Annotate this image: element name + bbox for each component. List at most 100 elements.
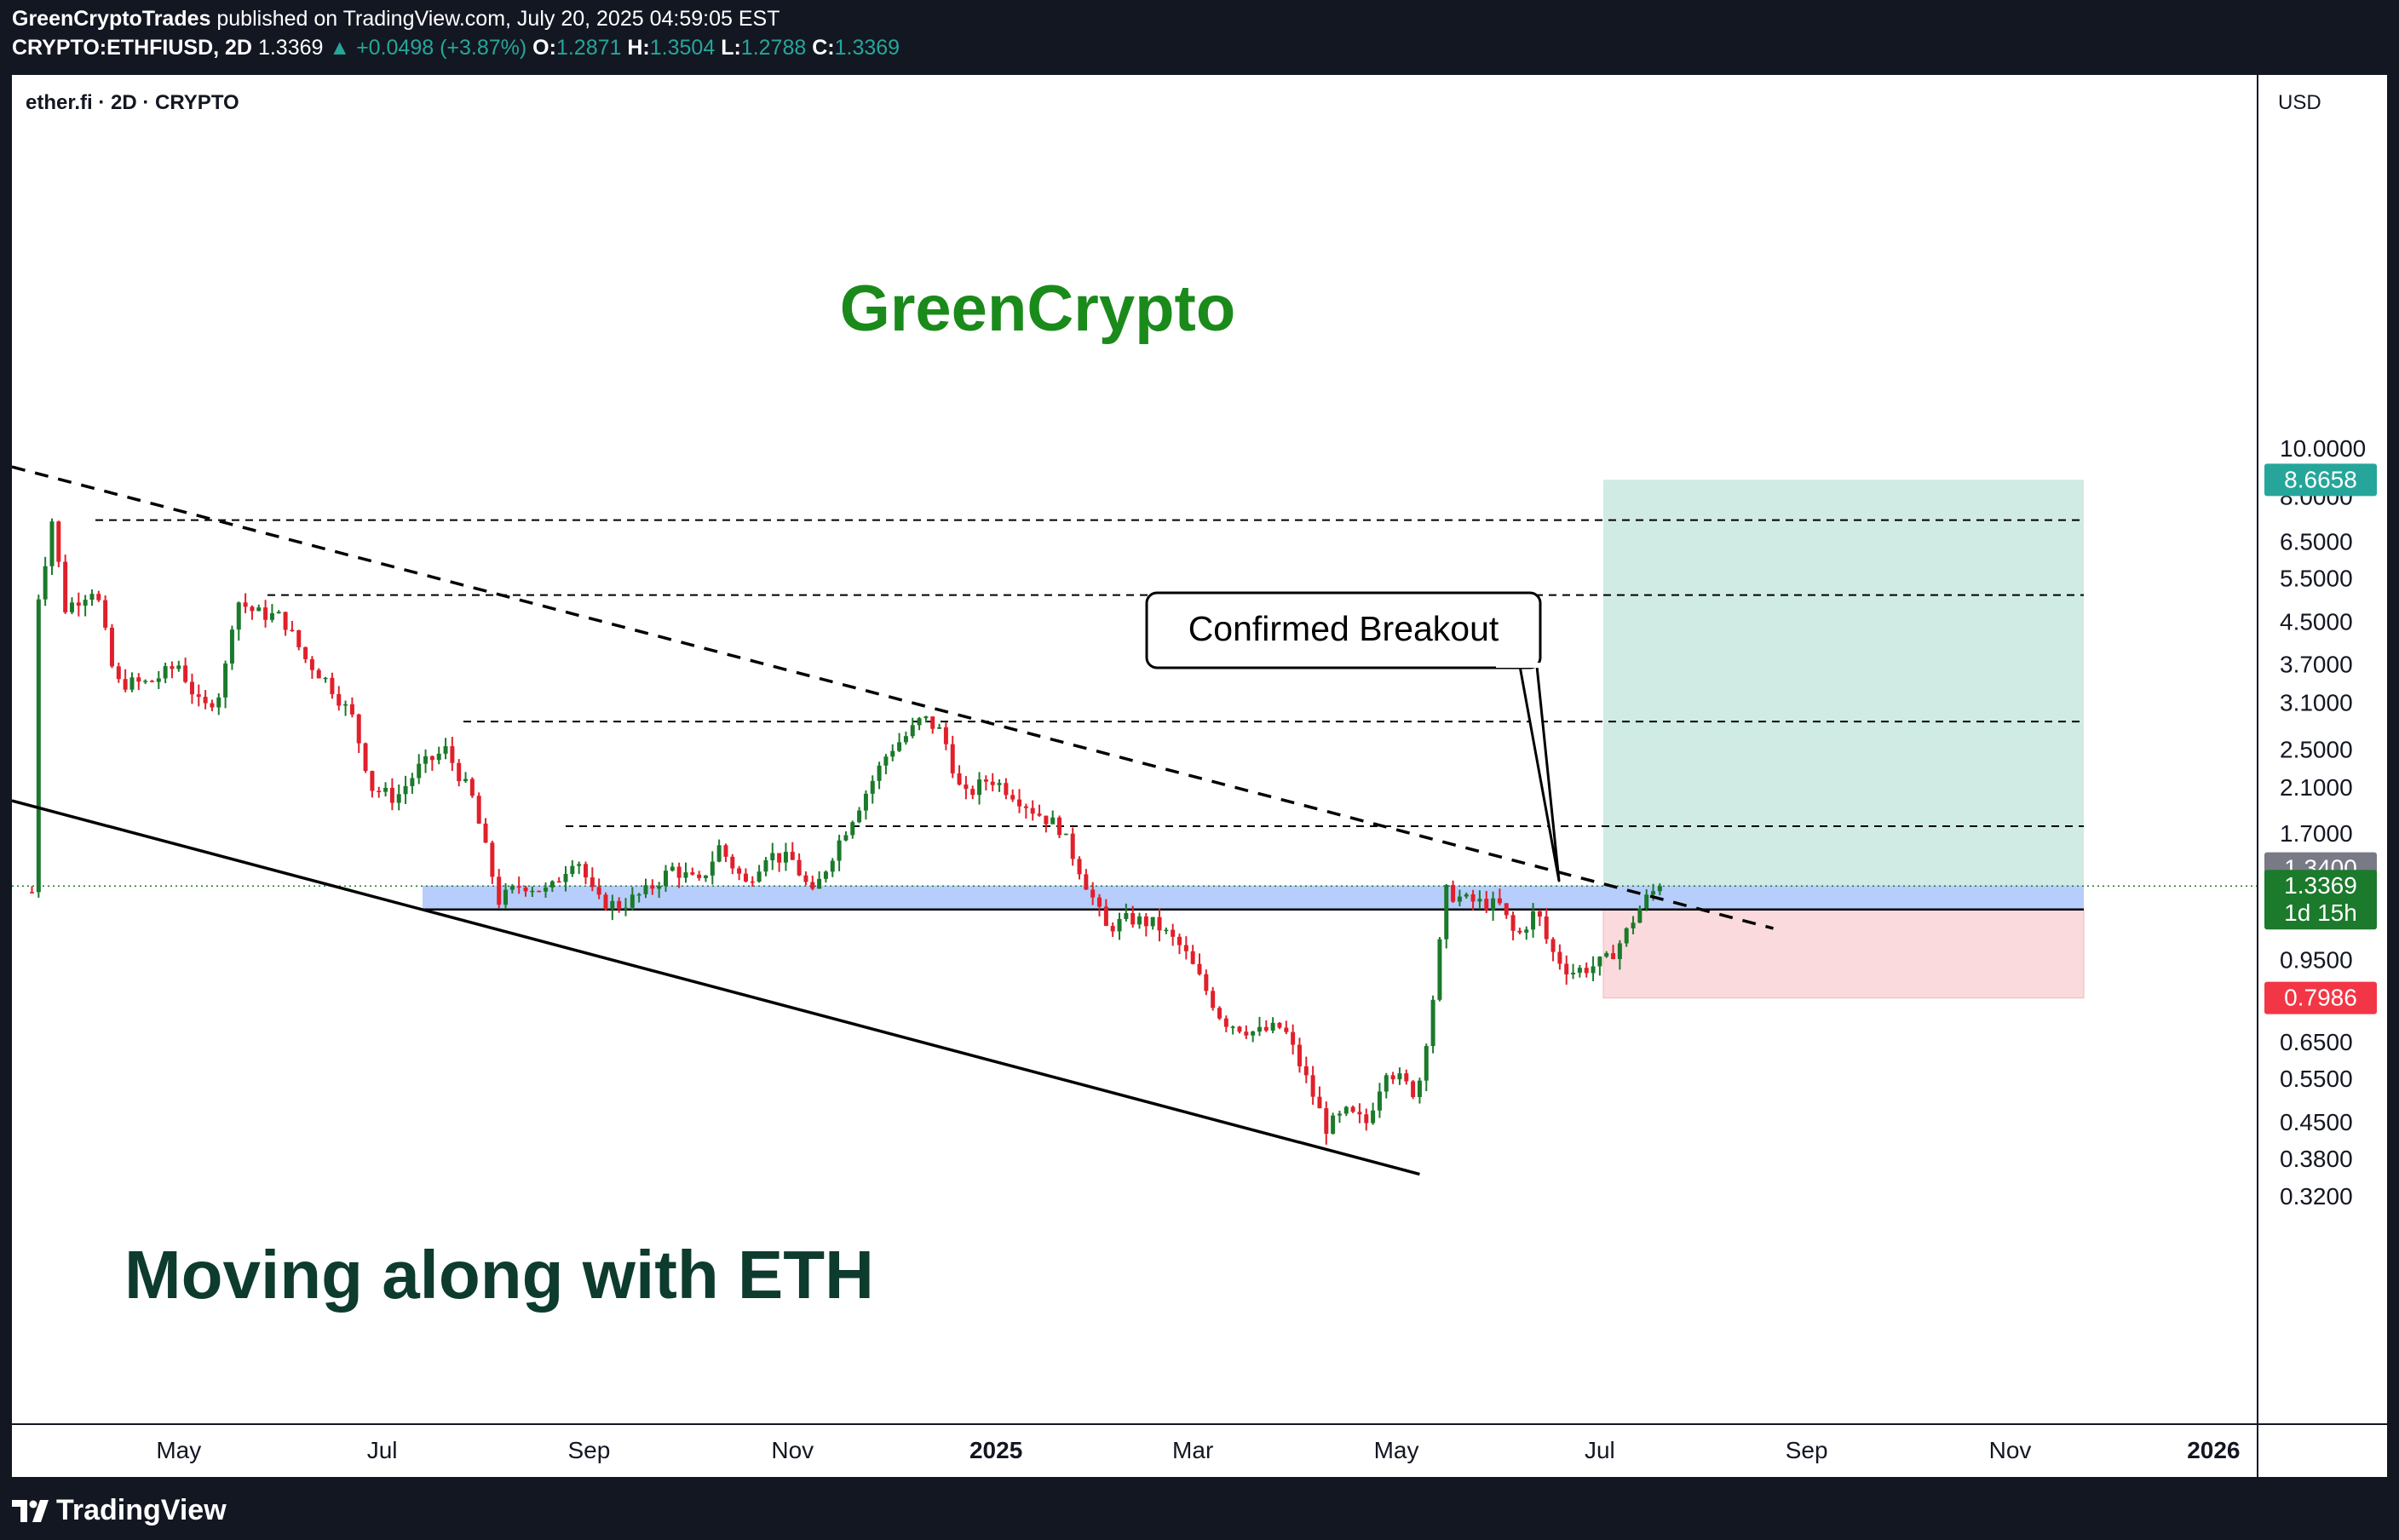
- candle: [743, 873, 748, 882]
- candle: [910, 725, 915, 737]
- candle: [469, 779, 475, 796]
- candle: [1437, 939, 1442, 1000]
- price-chart[interactable]: GreenCrypto Moving along with ETH Confir…: [11, 75, 2387, 1477]
- candle: [29, 892, 34, 894]
- candle: [196, 694, 201, 698]
- candle: [1637, 908, 1642, 923]
- candle: [1117, 918, 1122, 932]
- publisher-name[interactable]: GreenCryptoTrades: [12, 7, 211, 31]
- candle: [236, 602, 241, 630]
- candle: [109, 627, 114, 667]
- candle: [316, 669, 321, 679]
- candle: [650, 885, 655, 889]
- candle: [1030, 807, 1035, 814]
- candle: [1364, 1114, 1369, 1123]
- candle: [1270, 1022, 1275, 1031]
- candle: [330, 677, 335, 694]
- currency-label: USD: [2278, 91, 2321, 114]
- price-tick-label: 3.7000: [2280, 651, 2353, 677]
- candle: [1617, 943, 1622, 959]
- candle: [457, 762, 462, 782]
- candle: [636, 894, 641, 896]
- candle: [377, 790, 382, 793]
- candle: [89, 594, 95, 600]
- price-tick-label: 2.5000: [2280, 737, 2353, 763]
- candle: [1230, 1026, 1235, 1028]
- tradingview-logo[interactable]: TradingView: [12, 1494, 227, 1527]
- candle: [1430, 999, 1435, 1047]
- candle: [1611, 953, 1616, 959]
- candle: [1057, 817, 1062, 836]
- candle: [770, 853, 775, 860]
- time-scale[interactable]: May Jul Sep Nov 2025 Mar May Jul Sep Nov 2026: [156, 1437, 2240, 1463]
- candle: [497, 876, 502, 905]
- candle: [1237, 1026, 1242, 1032]
- breakout-callout: Confirmed Breakout: [1145, 591, 1561, 882]
- candle: [903, 736, 908, 743]
- candle: [1357, 1112, 1362, 1115]
- candle: [676, 866, 682, 878]
- candle: [1077, 859, 1082, 875]
- candle: [216, 697, 221, 708]
- candle: [730, 856, 735, 869]
- candle: [957, 773, 962, 785]
- symbol-label[interactable]: CRYPTO:ETHFIUSD, 2D: [12, 36, 252, 60]
- close-label: C:: [812, 36, 835, 60]
- candle: [1017, 799, 1022, 807]
- candle: [570, 865, 575, 875]
- candle: [43, 566, 48, 600]
- candle: [1504, 903, 1509, 916]
- legend-title: ether.fi · 2D · CRYPTO: [26, 91, 239, 114]
- candle: [149, 681, 154, 682]
- candle: [1251, 1031, 1256, 1036]
- candle: [697, 874, 702, 878]
- candle: [256, 607, 262, 612]
- candle: [136, 677, 141, 682]
- candle: [1591, 966, 1596, 974]
- candle: [737, 868, 742, 874]
- candle: [1384, 1075, 1389, 1092]
- price-tick-label: 10.0000: [2280, 435, 2366, 462]
- candle: [544, 887, 549, 892]
- candle: [1050, 817, 1056, 825]
- candle: [103, 600, 108, 628]
- price-tick-label: 0.4500: [2280, 1109, 2353, 1135]
- candle: [1004, 783, 1009, 796]
- candle: [1110, 926, 1115, 932]
- candle: [429, 756, 434, 761]
- time-tick-label: May: [156, 1437, 201, 1463]
- close-value: 1.3369: [834, 36, 900, 60]
- candle: [1337, 1113, 1342, 1116]
- candle: [396, 794, 401, 803]
- candle: [1217, 1008, 1222, 1019]
- price-scale[interactable]: USD 10.00008.00006.50005.50004.50003.700…: [2278, 91, 2366, 1210]
- candle: [877, 765, 882, 781]
- candle: [1531, 911, 1536, 930]
- chart-area[interactable]: GreenCrypto Moving along with ETH Confir…: [11, 75, 2387, 1477]
- time-tick-label: May: [1374, 1437, 1419, 1463]
- candle: [1584, 968, 1589, 974]
- candle: [250, 606, 255, 612]
- tradingview-logo-icon: [12, 1499, 49, 1522]
- candle: [1063, 833, 1068, 836]
- time-tick-label: Sep: [1786, 1437, 1828, 1463]
- candles-layer: [29, 518, 1662, 1145]
- candle: [243, 602, 248, 607]
- candle: [1097, 897, 1102, 907]
- candle: [1084, 874, 1089, 890]
- price-tick-label: 4.5000: [2280, 609, 2353, 635]
- candle: [417, 763, 422, 779]
- candle: [263, 607, 268, 620]
- candle: [83, 600, 88, 606]
- candle: [556, 881, 561, 883]
- candle: [1244, 1031, 1249, 1036]
- candle: [1517, 930, 1522, 933]
- candle: [203, 697, 208, 704]
- candle: [983, 779, 988, 782]
- candle: [617, 900, 622, 910]
- candle: [1477, 899, 1482, 902]
- candle: [1631, 922, 1636, 928]
- candle: [1171, 929, 1176, 937]
- candle: [577, 864, 582, 866]
- candle: [643, 885, 648, 894]
